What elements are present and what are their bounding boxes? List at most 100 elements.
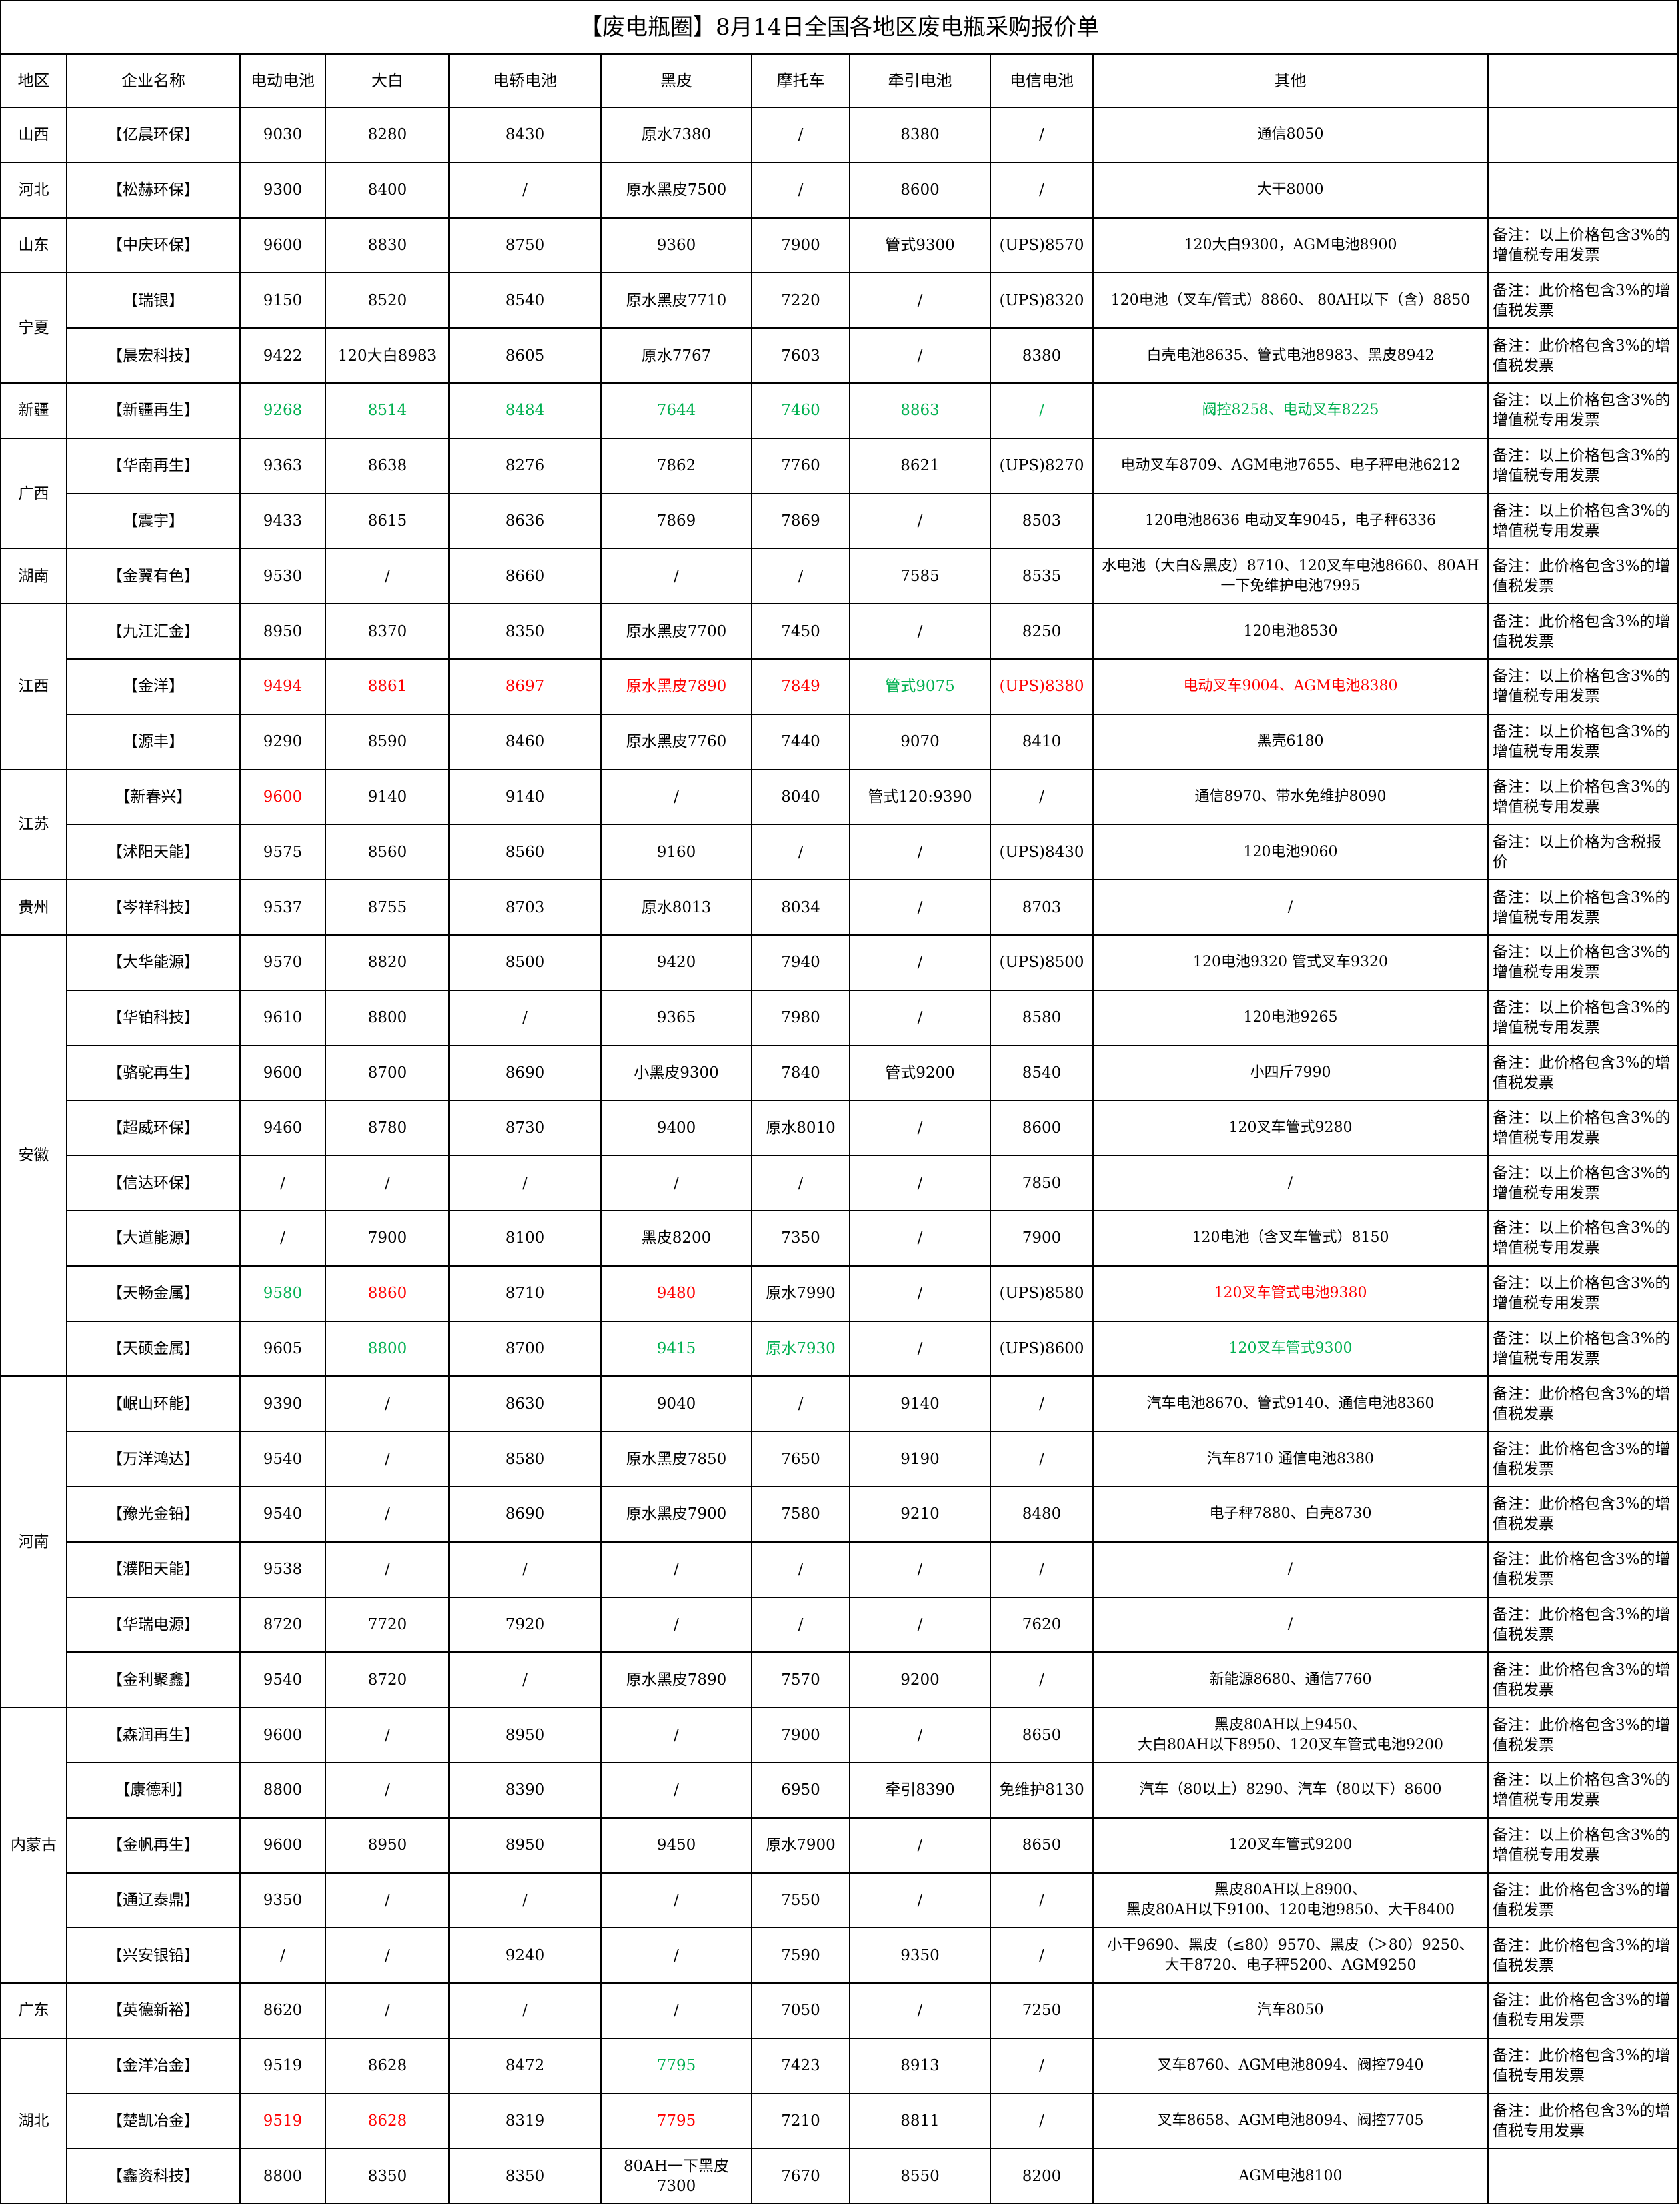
price-cell: 8950 bbox=[448, 1707, 602, 1763]
price-cell: 8830 bbox=[325, 217, 450, 274]
price-cell: 8605 bbox=[448, 327, 602, 384]
region-cell: 江苏 bbox=[0, 768, 67, 881]
price-cell: 7650 bbox=[751, 1431, 850, 1487]
price-cell: 原水7990 bbox=[751, 1265, 850, 1322]
price-cell: 原水黑皮7700 bbox=[600, 603, 752, 660]
price-cell: / bbox=[751, 161, 850, 219]
company-name-cell: 【华瑞电源】 bbox=[66, 1596, 241, 1653]
company-name-cell: 【金利聚鑫】 bbox=[66, 1651, 241, 1709]
price-cell: 7644 bbox=[600, 382, 752, 439]
price-cell: 8200 bbox=[990, 2148, 1094, 2205]
price-cell: 管式120:9390 bbox=[849, 768, 991, 826]
price-cell: 8535 bbox=[990, 548, 1094, 605]
other-cell: 新能源8680、通信7760 bbox=[1092, 1651, 1489, 1709]
price-cell: 7670 bbox=[751, 2148, 850, 2205]
price-cell: / bbox=[849, 1265, 991, 1322]
company-name-cell: 【濮阳天能】 bbox=[66, 1541, 241, 1598]
column-header: 电轿电池 bbox=[448, 53, 602, 108]
price-cell: / bbox=[448, 1982, 602, 2039]
price-cell: / bbox=[849, 1596, 991, 1653]
other-cell: 120叉车管式9280 bbox=[1092, 1100, 1489, 1157]
price-cell: 9290 bbox=[239, 713, 326, 770]
other-cell: 120电池9060 bbox=[1092, 824, 1489, 881]
price-cell: 原水黑皮7760 bbox=[600, 713, 752, 770]
company-name-cell: 【超威环保】 bbox=[66, 1100, 241, 1157]
price-cell: 7795 bbox=[600, 2037, 752, 2094]
price-cell: 9433 bbox=[239, 492, 326, 550]
price-cell: 8484 bbox=[448, 382, 602, 439]
price-cell: 8580 bbox=[990, 989, 1094, 1046]
price-cell: 8400 bbox=[325, 161, 450, 219]
price-cell: 8630 bbox=[448, 1375, 602, 1433]
other-cell: 电子秤7880、白壳8730 bbox=[1092, 1485, 1489, 1543]
price-cell: 8621 bbox=[849, 437, 991, 494]
company-name-cell: 【岷山环能】 bbox=[66, 1375, 241, 1433]
price-cell: 原水黑皮7900 bbox=[600, 1485, 752, 1543]
price-cell: / bbox=[990, 768, 1094, 826]
other-cell: / bbox=[1092, 1596, 1489, 1653]
table-row: 【兴安银铅】 //9240/7590 9350/小干9690、黑皮（≤80）9570… bbox=[1, 1927, 1679, 1984]
price-cell: 8350 bbox=[448, 2148, 602, 2205]
price-cell: / bbox=[751, 548, 850, 605]
price-cell: 8913 bbox=[849, 2037, 991, 2094]
column-header: 牵引电池 bbox=[849, 53, 991, 108]
region-cell: 内蒙古 bbox=[0, 1707, 67, 1984]
price-cell: 8620 bbox=[239, 1982, 326, 2039]
note-cell: 备注：此价格包含3%的增值税发票 bbox=[1487, 1872, 1679, 1929]
note-cell: 备注：此价格包含3%的增值税专用发票 bbox=[1487, 2037, 1679, 2094]
other-cell: / bbox=[1092, 1541, 1489, 1598]
table-row: 广西 【华南再生】 9363 8638 8276 7862 7760 8621 (UPS)827… bbox=[0, 437, 1679, 550]
price-cell: 8811 bbox=[849, 2092, 991, 2150]
price-cell: / bbox=[751, 1596, 850, 1653]
region-cell: 安徽 bbox=[0, 934, 67, 1377]
price-cell: 9350 bbox=[849, 1927, 991, 1984]
price-cell: / bbox=[325, 548, 450, 605]
price-cell: 8861 bbox=[325, 658, 450, 715]
note-cell: 备注：此价格包含3%的增值税发票 bbox=[1487, 1707, 1679, 1763]
price-cell: 9040 bbox=[600, 1375, 752, 1433]
note-cell: 备注：此价格包含3%的增值税专用发票 bbox=[1487, 2092, 1679, 2150]
price-cell: 9460 bbox=[239, 1100, 326, 1157]
table-row: 江西 【九江汇金】 8950 8370 8350 原水黑皮7700 7450/8250 120… bbox=[0, 603, 1679, 770]
price-cell: 8710 bbox=[448, 1265, 602, 1322]
note-cell: 备注：以上价格为含税报价 bbox=[1487, 824, 1679, 881]
price-cell: 9538 bbox=[239, 1541, 326, 1598]
price-cell: 7250 bbox=[990, 1982, 1094, 2039]
price-cell: 8700 bbox=[325, 1044, 450, 1102]
note-cell: 备注：此价格包含3%的增值税发票 bbox=[1487, 548, 1679, 605]
price-cell: 8703 bbox=[448, 879, 602, 936]
column-header: 黑皮 bbox=[600, 53, 752, 108]
price-cell: 9519 bbox=[239, 2092, 326, 2150]
other-cell: 水电池（大白&黑皮）8710、120叉车电池8660、80AH一下免维护电池79… bbox=[1092, 548, 1489, 605]
company-name-cell: 【华南再生】 bbox=[66, 437, 241, 494]
column-header: 电信电池 bbox=[990, 53, 1094, 108]
company-name-cell: 【新春兴】 bbox=[66, 768, 241, 826]
note-cell: 备注：以上价格包含3%的增值税专用发票 bbox=[1487, 1209, 1679, 1267]
price-cell: 8550 bbox=[849, 2148, 991, 2205]
price-cell: / bbox=[751, 824, 850, 881]
other-cell: 汽车8710 通信电池8380 bbox=[1092, 1431, 1489, 1487]
other-cell: 阀控8258、电动叉车8225 bbox=[1092, 382, 1489, 439]
price-cell: / bbox=[325, 1761, 450, 1819]
table-row: 【康德利】 8800/8390/6950 牵引8390 免维护8130 汽车（80以上）… bbox=[1, 1761, 1679, 1819]
table-row: 【万洋鸿达】 9540/8580 原水黑皮7850 7650 9190/汽车8710 通… bbox=[1, 1431, 1679, 1487]
price-cell: 7460 bbox=[751, 382, 850, 439]
price-cell: 管式9075 bbox=[849, 658, 991, 715]
price-cell: 9600 bbox=[239, 1817, 326, 1874]
price-cell: 8540 bbox=[448, 272, 602, 329]
table-row: 【华铂科技】 9610 8800/9365 7980/8580 120电池9265 备注：… bbox=[1, 989, 1679, 1046]
price-cell: 9422 bbox=[239, 327, 326, 384]
price-cell: 9480 bbox=[600, 1265, 752, 1322]
price-cell: 牵引8390 bbox=[849, 1761, 991, 1819]
price-cell: 8040 bbox=[751, 768, 850, 826]
price-cell: 9400 bbox=[600, 1100, 752, 1157]
price-cell: 9570 bbox=[239, 934, 326, 991]
price-cell: 8697 bbox=[448, 658, 602, 715]
price-cell: / bbox=[325, 1982, 450, 2039]
price-cell: / bbox=[849, 1982, 991, 2039]
price-cell: 8600 bbox=[849, 161, 991, 219]
table-row: 【超威环保】 9460 8780 8730 9400 原水8010/8600 120叉车管式… bbox=[1, 1100, 1679, 1157]
table-row: 【鑫资科技】 8800 8350 8350 80AH一下黑皮7300 7670 8550 82… bbox=[1, 2148, 1679, 2205]
other-cell: 120大白9300，AGM电池8900 bbox=[1092, 217, 1489, 274]
price-cell: 9140 bbox=[325, 768, 450, 826]
